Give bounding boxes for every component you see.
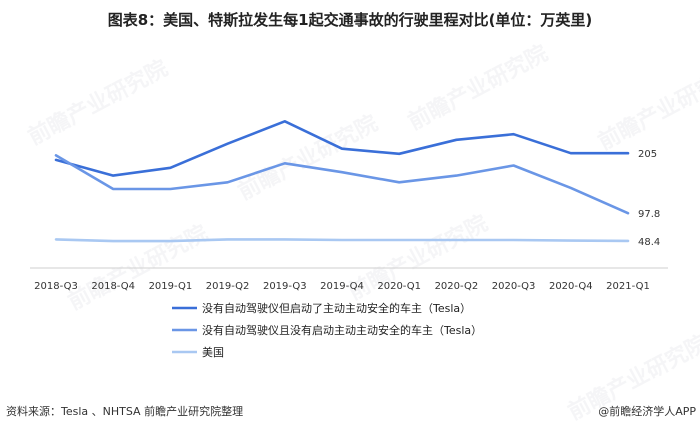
end-value-label: 48.4 xyxy=(638,237,660,248)
series-line-2 xyxy=(54,154,630,215)
x-tick-label: 2020-Q4 xyxy=(549,281,593,292)
x-tick-label: 2019-Q1 xyxy=(149,281,193,292)
end-value-label: 205 xyxy=(638,149,657,160)
legend-label: 美国 xyxy=(202,346,224,359)
series-line-3 xyxy=(54,238,630,243)
x-tick-label: 2019-Q4 xyxy=(320,281,364,292)
source-note: 资料来源：Tesla 、NHTSA 前瞻产业研究院整理 xyxy=(6,405,244,418)
x-tick-label: 2020-Q1 xyxy=(377,281,421,292)
x-tick-label: 2019-Q3 xyxy=(263,281,307,292)
x-tick-label: 2019-Q2 xyxy=(206,281,250,292)
chart-title: 图表8：美国、特斯拉发生每1起交通事故的行驶里程对比(单位：万英里) xyxy=(107,11,593,29)
legend-label: 没有自动驾驶仪但启动了主动主动安全的车主（Tesla） xyxy=(202,301,471,315)
x-tick-label: 2018-Q3 xyxy=(34,281,78,292)
legend-label: 没有自动驾驶仪且没有启动主动主动安全的车主（Tesla） xyxy=(202,323,482,337)
x-tick-label: 2020-Q2 xyxy=(435,281,479,292)
x-tick-label: 2020-Q3 xyxy=(492,281,536,292)
series-line-1 xyxy=(54,120,630,177)
x-tick-label: 2021-Q1 xyxy=(606,281,650,292)
brand-label: @前瞻经济学人APP xyxy=(598,405,696,418)
end-value-label: 97.8 xyxy=(638,209,660,220)
x-tick-label: 2018-Q4 xyxy=(91,281,135,292)
